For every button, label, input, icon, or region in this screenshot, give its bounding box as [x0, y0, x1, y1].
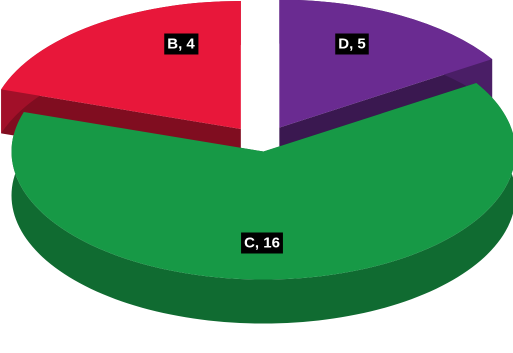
data-label-B: B, 4 — [164, 33, 199, 55]
data-label-box-B — [164, 33, 199, 55]
slice-D — [1, 0, 241, 129]
data-label-C: C, 16 — [241, 232, 283, 254]
pie-labels: B, 4 C, 16 D, 5 — [164, 33, 369, 254]
data-label-text-B: B, 4 — [167, 36, 195, 53]
pie-tops — [1, 0, 513, 280]
slice-B — [279, 0, 493, 128]
data-label-box-D — [335, 33, 369, 55]
data-label-text-C: C, 16 — [244, 235, 280, 252]
slice-side-C — [11, 82, 513, 324]
data-label-box-C — [241, 232, 283, 254]
slice-C — [11, 82, 513, 280]
data-label-D: D, 5 — [335, 33, 369, 55]
data-label-text-D: D, 5 — [338, 36, 366, 53]
